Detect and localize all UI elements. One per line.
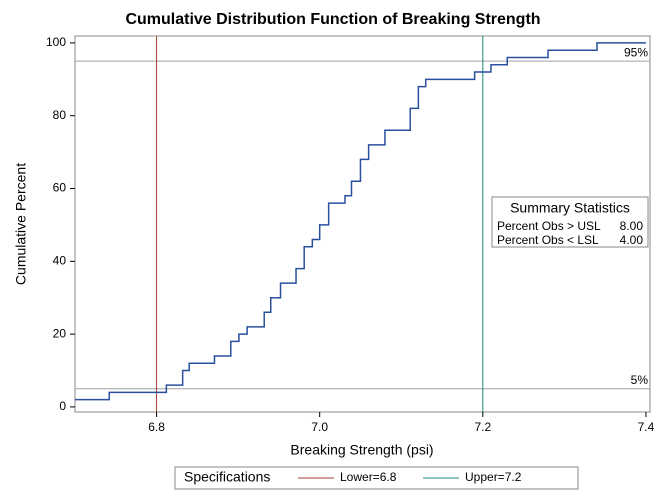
legend-title: Specifications bbox=[184, 469, 270, 485]
x-axis-label: Breaking Strength (psi) bbox=[290, 442, 433, 458]
y-tick-label: 100 bbox=[46, 35, 66, 49]
inset-label: Percent Obs < LSL bbox=[497, 233, 599, 247]
reference-label: 5% bbox=[631, 373, 649, 387]
inset-title: Summary Statistics bbox=[510, 200, 630, 216]
inset-value: 8.00 bbox=[620, 219, 644, 233]
y-tick-label: 60 bbox=[53, 181, 67, 195]
y-axis-label: Cumulative Percent bbox=[13, 163, 29, 285]
cdf-line bbox=[75, 42, 646, 401]
y-tick-label: 20 bbox=[53, 326, 67, 340]
y-tick-label: 80 bbox=[53, 108, 67, 122]
x-tick-label: 7.2 bbox=[474, 420, 491, 434]
legend-label: Lower=6.8 bbox=[340, 470, 397, 484]
x-tick-label: 7.4 bbox=[638, 420, 655, 434]
legend-label: Upper=7.2 bbox=[465, 470, 522, 484]
y-tick-label: 0 bbox=[59, 399, 66, 413]
inset-value: 4.00 bbox=[620, 233, 644, 247]
inset-label: Percent Obs > USL bbox=[497, 219, 601, 233]
chart-title: Cumulative Distribution Function of Brea… bbox=[125, 11, 540, 28]
y-tick-label: 40 bbox=[53, 253, 67, 267]
x-tick-label: 7.0 bbox=[311, 420, 328, 434]
plot-frame bbox=[74, 35, 651, 413]
x-tick-label: 6.8 bbox=[148, 420, 165, 434]
reference-label: 95% bbox=[624, 45, 648, 59]
inset-box bbox=[491, 196, 649, 248]
legend-box bbox=[174, 466, 579, 490]
